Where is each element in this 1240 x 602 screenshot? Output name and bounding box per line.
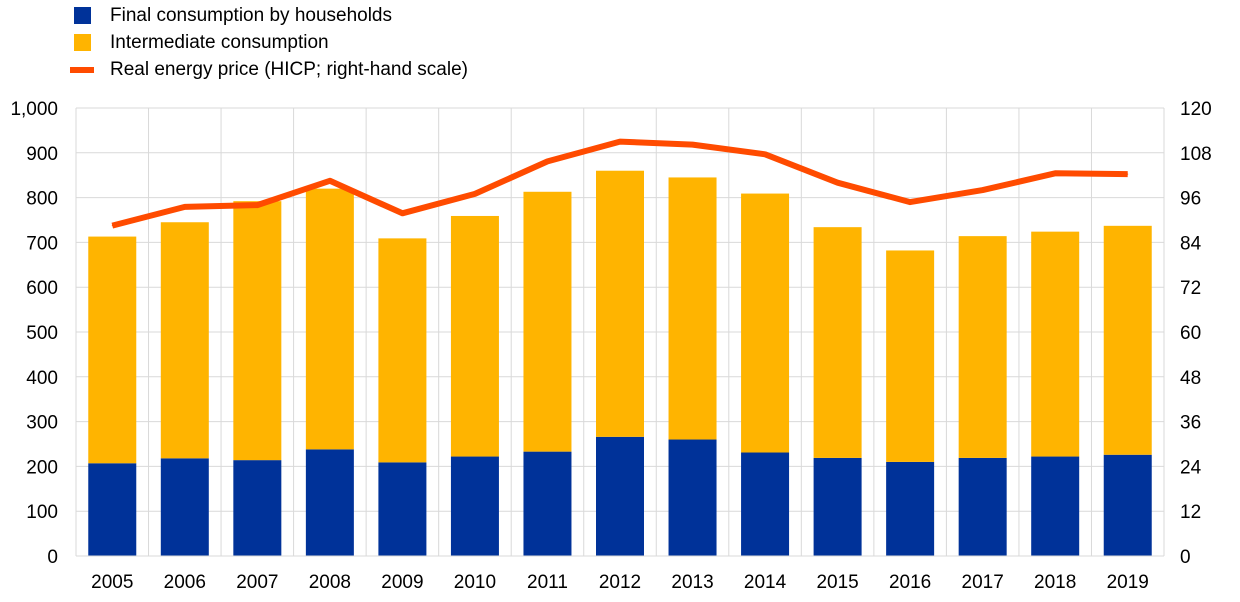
- legend-swatch-intermediate: [74, 34, 91, 51]
- point-energy-price-2016: [909, 201, 911, 203]
- right-axis-tick-label: 108: [1180, 144, 1212, 165]
- x-axis-tick-label: 2008: [309, 572, 351, 593]
- bar-households-2011: [523, 451, 572, 556]
- bar-households-2018: [1031, 456, 1080, 556]
- bar-intermediate-2015: [813, 227, 862, 458]
- left-axis-tick-label: 400: [26, 368, 58, 389]
- left-axis-tick-label: 300: [26, 413, 58, 434]
- left-axis-tick-label: 500: [26, 323, 58, 344]
- point-energy-price-2005: [111, 225, 113, 227]
- legend-swatch-energy-price: [70, 66, 94, 73]
- x-axis-tick-label: 2016: [889, 572, 931, 593]
- point-energy-price-2010: [474, 193, 476, 195]
- bar-intermediate-2019: [1103, 225, 1152, 455]
- left-axis-tick-label: 0: [47, 547, 58, 568]
- legend-item-households: Final consumption by households: [74, 2, 468, 29]
- right-axis-tick-label: 36: [1180, 413, 1201, 434]
- bar-intermediate-2016: [886, 250, 935, 462]
- x-axis-tick-label: 2010: [454, 572, 496, 593]
- right-axis-tick-label: 24: [1180, 457, 1202, 478]
- x-axis-tick-label: 2011: [527, 572, 568, 593]
- right-axis-tick-label: 96: [1180, 189, 1201, 210]
- bar-households-2006: [160, 458, 209, 556]
- point-energy-price-2011: [546, 160, 548, 162]
- bar-intermediate-2018: [1031, 231, 1080, 457]
- legend: Final consumption by households Intermed…: [70, 2, 468, 83]
- bar-households-2015: [813, 457, 862, 556]
- x-axis-tick-label: 2015: [816, 572, 858, 593]
- legend-label-intermediate: Intermediate consumption: [110, 31, 329, 53]
- x-axis-tick-label: 2017: [962, 572, 1004, 593]
- x-axis-tick-label: 2019: [1107, 572, 1149, 593]
- left-axis-tick-label: 900: [26, 144, 58, 165]
- bar-intermediate-2010: [450, 215, 499, 457]
- point-energy-price-2019: [1127, 173, 1129, 175]
- legend-label-households: Final consumption by households: [110, 4, 393, 26]
- x-axis-tick-label: 2014: [744, 572, 787, 593]
- legend-swatch-households: [74, 7, 91, 24]
- left-axis-tick-label: 1,000: [10, 99, 58, 120]
- point-energy-price-2006: [184, 206, 186, 208]
- point-energy-price-2007: [256, 204, 258, 206]
- bar-households-2007: [233, 460, 282, 556]
- right-axis-tick-label: 84: [1180, 233, 1202, 254]
- bar-intermediate-2005: [88, 236, 137, 464]
- point-energy-price-2014: [764, 153, 766, 155]
- point-energy-price-2015: [837, 182, 839, 184]
- right-axis-tick-label: 0: [1180, 547, 1191, 568]
- x-axis-tick-label: 2006: [164, 572, 206, 593]
- bar-households-2016: [886, 461, 935, 556]
- bar-intermediate-2013: [668, 177, 717, 440]
- right-axis-tick-label: 72: [1180, 278, 1201, 299]
- bar-households-2009: [378, 462, 427, 556]
- bar-intermediate-2014: [741, 193, 790, 453]
- point-energy-price-2012: [619, 141, 621, 143]
- bar-households-2010: [450, 456, 499, 556]
- right-axis-tick-label: 120: [1180, 99, 1212, 120]
- point-energy-price-2018: [1054, 172, 1056, 174]
- bar-households-2012: [596, 436, 644, 556]
- bar-households-2013: [668, 439, 717, 556]
- point-energy-price-2017: [982, 189, 984, 191]
- x-axis-tick-label: 2018: [1034, 572, 1076, 593]
- bar-households-2019: [1103, 454, 1152, 556]
- right-axis-tick-label: 12: [1180, 502, 1201, 523]
- point-energy-price-2013: [692, 144, 694, 146]
- bar-intermediate-2007: [233, 201, 282, 461]
- legend-label-energy-price: Real energy price (HICP; right-hand scal…: [110, 58, 468, 80]
- legend-item-intermediate: Intermediate consumption: [74, 29, 468, 56]
- left-axis-tick-label: 800: [26, 189, 58, 210]
- x-axis-tick-label: 2012: [599, 572, 641, 593]
- bar-households-2005: [88, 463, 137, 556]
- point-energy-price-2008: [329, 180, 331, 182]
- x-axis-tick-label: 2005: [91, 572, 133, 593]
- right-axis-tick-label: 60: [1180, 323, 1201, 344]
- bar-intermediate-2012: [596, 170, 644, 437]
- x-axis-tick-label: 2007: [236, 572, 278, 593]
- right-axis-tick-label: 48: [1180, 368, 1201, 389]
- left-axis-tick-label: 700: [26, 233, 58, 254]
- bar-intermediate-2006: [160, 222, 209, 459]
- bar-households-2008: [305, 449, 354, 556]
- legend-item-energy-price: Real energy price (HICP; right-hand scal…: [70, 56, 468, 83]
- bar-households-2017: [958, 457, 1007, 556]
- bar-households-2014: [741, 452, 790, 556]
- bar-intermediate-2017: [958, 236, 1007, 458]
- x-axis-tick-label: 2013: [671, 572, 713, 593]
- left-axis-tick-label: 100: [26, 502, 58, 523]
- bar-intermediate-2011: [523, 191, 572, 452]
- bar-intermediate-2009: [378, 238, 427, 463]
- left-axis-tick-label: 200: [26, 457, 58, 478]
- point-energy-price-2009: [401, 212, 403, 214]
- left-axis-tick-label: 600: [26, 278, 58, 299]
- x-axis-tick-label: 2009: [381, 572, 423, 593]
- bar-intermediate-2008: [305, 188, 354, 450]
